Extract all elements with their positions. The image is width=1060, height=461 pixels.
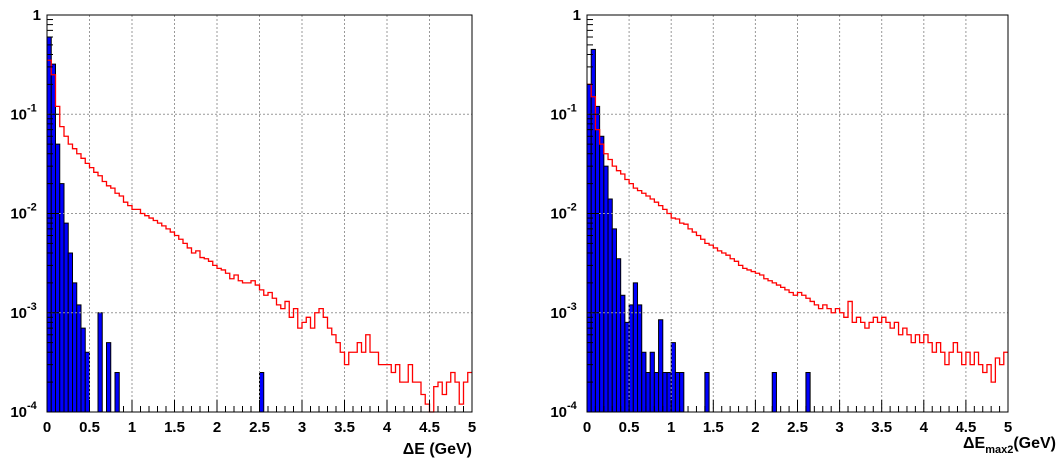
histogram-bar-filled (637, 304, 643, 413)
histogram-bar-filled (611, 228, 617, 413)
histogram-bar-filled (106, 342, 112, 413)
y-tick-exponent: -3 (567, 301, 577, 313)
y-tick-base: 10 (550, 106, 567, 123)
histogram-bar-filled (59, 183, 65, 413)
x-tick-label: 0.5 (79, 419, 100, 436)
histogram-bar-filled (46, 36, 52, 413)
x-tick-label: 5 (1004, 419, 1012, 436)
y-tick-base: 10 (10, 206, 27, 223)
histogram-bar-filled (628, 304, 634, 413)
histogram-bar-filled (632, 282, 639, 413)
y-tick-base: 1 (33, 7, 41, 24)
y-tick-exponent: -1 (567, 102, 577, 114)
histogram-line (47, 59, 472, 413)
x-tick-label: 4 (920, 419, 929, 436)
histogram-bar-filled (649, 351, 655, 413)
x-tick-label: 2 (213, 419, 221, 436)
y-tick-label: 10 -4 (550, 400, 577, 421)
x-tick-label: 2.5 (787, 419, 808, 436)
histogram-bar-filled (586, 83, 592, 413)
x-tick-label: 4 (383, 419, 392, 436)
histogram-bar-filled (805, 372, 811, 413)
x-tick-label: 1 (128, 419, 136, 436)
x-tick-label: 1 (667, 419, 675, 436)
histogram-bar-filled (63, 222, 69, 413)
histogram-bar-filled (76, 304, 82, 413)
grid (47, 15, 472, 412)
histogram-line (587, 83, 1008, 383)
histogram-bar-filled (97, 312, 103, 413)
histogram-bar-filled (80, 327, 86, 413)
histogram-bar-filled (674, 372, 681, 413)
y-tick-label: 10 -1 (10, 102, 36, 123)
y-tick-label: 10 -3 (550, 301, 576, 322)
x-axis-title: ΔEmax2(GeV) (963, 435, 1056, 456)
histogram-bar-filled (641, 351, 647, 413)
histogram-bar-filled (670, 342, 676, 413)
x-tick-label: 0 (583, 419, 591, 436)
histogram-bar-filled (771, 372, 777, 413)
histogram-bar-filled (114, 372, 120, 413)
x-tick-label: 3 (298, 419, 306, 436)
histogram-bar-filled (84, 351, 90, 413)
x-axis-title: ΔE (GeV) (403, 441, 472, 458)
y-tick-label: 10 -4 (10, 400, 37, 421)
histogram-bar-filled (599, 135, 605, 413)
y-tick-label: 1 (33, 7, 41, 24)
y-tick-label: 1 (573, 7, 581, 24)
histogram-bar-filled (50, 63, 56, 413)
y-tick-exponent: -4 (567, 400, 578, 412)
y-tick-base: 10 (10, 404, 27, 421)
histogram-bar-filled (615, 258, 622, 413)
y-tick-base: 10 (10, 305, 27, 322)
histogram-bar-filled (55, 143, 61, 413)
y-tick-base: 10 (10, 106, 27, 123)
y-tick-label: 10 -1 (550, 102, 576, 123)
y-tick-base: 10 (550, 305, 567, 322)
y-tick-base: 10 (550, 206, 567, 223)
y-tick-exponent: -1 (27, 102, 37, 114)
x-tick-label: 3.5 (871, 419, 892, 436)
x-tick-label: 1.5 (164, 419, 185, 436)
y-tick-exponent: -4 (27, 400, 38, 412)
histogram-bar-filled (653, 372, 660, 413)
histogram-bar-filled (603, 165, 609, 413)
y-tick-label: 10 -2 (550, 202, 576, 223)
x-tick-label: 0 (43, 419, 51, 436)
histogram-bar-filled (72, 282, 78, 413)
x-tick-label: 5 (468, 419, 476, 436)
x-tick-label: 1.5 (703, 419, 724, 436)
x-tick-label: 3.5 (334, 419, 355, 436)
histogram-bar-filled (645, 372, 651, 413)
histogram-bar-filled (666, 372, 672, 413)
y-tick-exponent: -3 (27, 301, 37, 313)
histogram-bar-filled (679, 372, 685, 413)
y-tick-label: 10 -2 (10, 202, 36, 223)
x-tick-label: 2.5 (249, 419, 270, 436)
y-tick-base: 1 (573, 7, 581, 24)
histogram-bar-filled (259, 372, 265, 413)
y-tick-exponent: -2 (27, 202, 37, 214)
x-tick-label: 4.5 (955, 419, 976, 436)
y-tick-base: 10 (550, 404, 567, 421)
histogram-bar-filled (594, 105, 601, 413)
histogram-bar-filled (67, 252, 73, 413)
histogram-bar-filled (624, 321, 630, 413)
histogram-bar-filled (607, 198, 613, 413)
histogram-bar-filled (662, 372, 668, 413)
y-tick-label: 10 -3 (10, 301, 36, 322)
x-tick-label: 3 (835, 419, 843, 436)
x-tick-label: 0.5 (619, 419, 640, 436)
histogram-bar-filled (704, 372, 710, 413)
y-tick-exponent: -2 (567, 202, 577, 214)
x-tick-label: 2 (751, 419, 759, 436)
histogram-bar-filled (658, 319, 664, 413)
x-tick-label: 4.5 (419, 419, 440, 436)
